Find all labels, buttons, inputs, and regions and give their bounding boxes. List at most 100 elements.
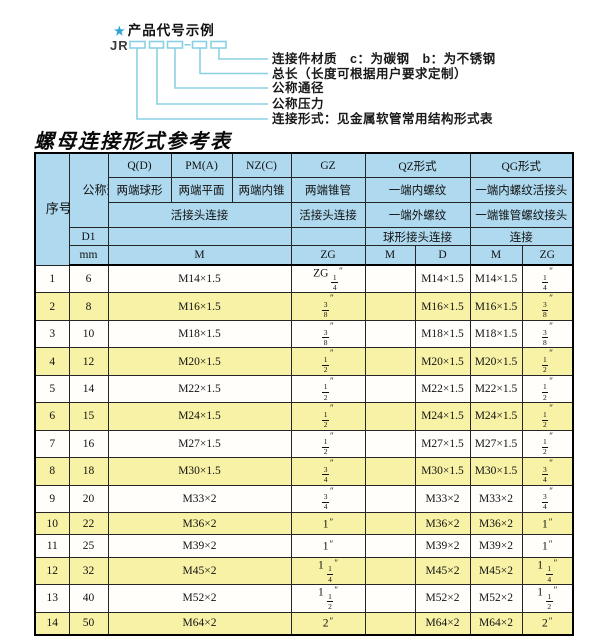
cell-qz-m [364,611,416,636]
cell-zg: 1 2 ″ [290,347,366,376]
cell-qg-m: M52×2 [469,584,523,613]
cell-zg: ZG 1 4 ″ [290,264,366,294]
label-connector-material: 连接件材质 c：为碳钢 b：为不锈钢 [272,52,496,66]
cell-zg: 1″ [290,534,366,558]
cell-m: M45×2 [107,556,292,586]
cell-qz-d: M20×1.5 [414,347,471,376]
header-pm: PM(A) [170,152,233,178]
cell-m: M24×1.5 [107,402,292,431]
cell-mm: 12 [68,347,109,376]
header-mm: mm [68,245,109,266]
header-qz-form: QZ形式 [364,152,471,178]
cell-qz-m [364,402,416,431]
cell-mm: 10 [68,319,109,349]
cell-qg-m: M39×2 [469,534,523,558]
cell-serial: 12 [34,556,70,586]
cell-qg-m: M27×1.5 [469,429,523,459]
cell-qz-m [364,347,416,376]
cell-qz-m [364,429,416,459]
cell-m: M52×2 [107,584,292,613]
table-body: 1 6 M14×1.5 ZG 1 4 ″ M14×1.5 M14×1.5 1 4 ″ 2 8 M16×1.… [34,264,574,636]
cell-qg-m: M64×2 [469,611,523,636]
cell-serial: 1 [34,264,70,294]
cell-m: M36×2 [107,511,292,536]
header-row-4: D1 球形接头连接 连接 [35,227,574,246]
cell-zg: 3 8 ″ [290,319,366,349]
cell-m: M39×2 [107,534,292,558]
cell-qz-m [364,556,416,586]
header-row-5: mm M ZG M D M ZG [35,245,574,266]
cell-mm: 16 [68,429,109,459]
table-row: 13 40 M52×2 1 1 2 ″ M52×2 M52×2 1 1 2 ″ [34,584,574,613]
cell-qz-m [364,511,416,536]
header-row-1: 序号 公称通径 Q(D) PM(A) NZ(C) GZ QZ形式 QG形式 [34,152,574,266]
table-row: 1 6 M14×1.5 ZG 1 4 ″ M14×1.5 M14×1.5 1 4 ″ [34,264,574,294]
cell-qz-d: M24×1.5 [414,402,471,431]
cell-qz-m [364,292,416,321]
header-gz-desc: 两端锥管 [290,177,366,203]
cell-qz-m [364,457,416,486]
cell-mm: 40 [68,584,109,613]
cell-zg: 1 2 ″ [290,374,366,404]
header-union-joint: 活接头连接 [107,202,292,228]
header-m: M [107,245,292,266]
cell-mm: 20 [68,484,109,513]
cell-mm: 18 [68,457,109,486]
cell-qz-m [364,264,416,294]
cell-zg: 1″ [290,511,366,536]
cell-qz-d: M14×1.5 [414,264,471,294]
cell-qz-d: M18×1.5 [414,319,471,349]
cell-mm: 25 [68,534,109,558]
nut-connection-reference-table: 序号 公称通径 Q(D) PM(A) NZ(C) GZ QZ形式 QG形式 两端… [34,152,574,636]
cell-serial: 8 [34,457,70,486]
table-row: 6 15 M24×1.5 1 2 ″ M24×1.5 M24×1.5 1 2 ″ [34,402,574,431]
cell-qg-m: M20×1.5 [469,347,523,376]
cell-qg-zg: 1″ [521,511,574,536]
header-q: Q(D) [107,152,172,178]
cell-serial: 11 [34,534,70,558]
cell-qg-zg: 3 8 ″ [521,319,574,349]
cell-qg-zg: 3 4 ″ [521,484,574,513]
cell-serial: 14 [34,611,70,636]
cell-qz-d: M33×2 [414,484,471,513]
cell-qg-zg: 1 2 ″ [521,402,574,431]
cell-qg-m: M45×2 [469,556,523,586]
cell-mm: 6 [68,264,109,294]
code-prefix: JR [110,38,129,53]
cell-qg-zg: 1 2 ″ [521,374,574,404]
label-nominal-diameter: 公称通径 [272,81,325,95]
cell-mm: 8 [68,292,109,321]
cell-qg-zg: 2″ [521,611,574,636]
cell-qg-zg: 1 1 4 ″ [521,556,574,586]
cell-serial: 6 [34,402,70,431]
cell-qz-d: M36×2 [414,511,471,536]
cell-serial: 10 [34,511,70,536]
cell-m: M27×1.5 [107,429,292,459]
header-d1: D1 [68,227,109,246]
table-row: 2 8 M16×1.5 3 8 ″ M16×1.5 M16×1.5 3 8 ″ [34,292,574,321]
cell-qz-d: M30×1.5 [414,457,471,486]
cell-zg: 3 8 ″ [290,292,366,321]
cell-m: M64×2 [107,611,292,636]
product-code-heading: ★ 产品代号示例 [114,19,215,39]
header-qg-zg: ZG [521,245,574,266]
document-page: ★ 产品代号示例 JR 连接件材质 c：为碳钢 b：为不锈钢 总长（长度可根据用户… [34,19,574,636]
header-gz: GZ [290,152,366,178]
header-blank-1 [107,227,292,246]
cell-qg-zg: 1 4 ″ [521,264,574,294]
cell-zg: 3 4 ″ [290,457,366,486]
header-union-joint-gz: 活接头连接 [290,202,366,228]
cell-qg-m: M33×2 [469,484,523,513]
header-qz-connect: 球形接头连接 [364,227,471,246]
cell-serial: 3 [34,319,70,349]
cell-qz-d: M22×1.5 [414,374,471,404]
header-serial: 序号 [34,152,70,266]
header-qz-d: D [414,245,471,266]
cell-qz-m [364,484,416,513]
table-row: 10 22 M36×2 1″ M36×2 M36×2 1″ [34,511,574,536]
code-boxes-diagram [129,40,268,120]
header-row-3: 活接头连接 活接头连接 一端外螺纹 一端锥管螺纹接头 [35,202,574,228]
cell-zg: 1 1 4 ″ [290,556,366,586]
cell-qz-d: M27×1.5 [414,429,471,459]
cell-qg-m: M24×1.5 [469,402,523,431]
